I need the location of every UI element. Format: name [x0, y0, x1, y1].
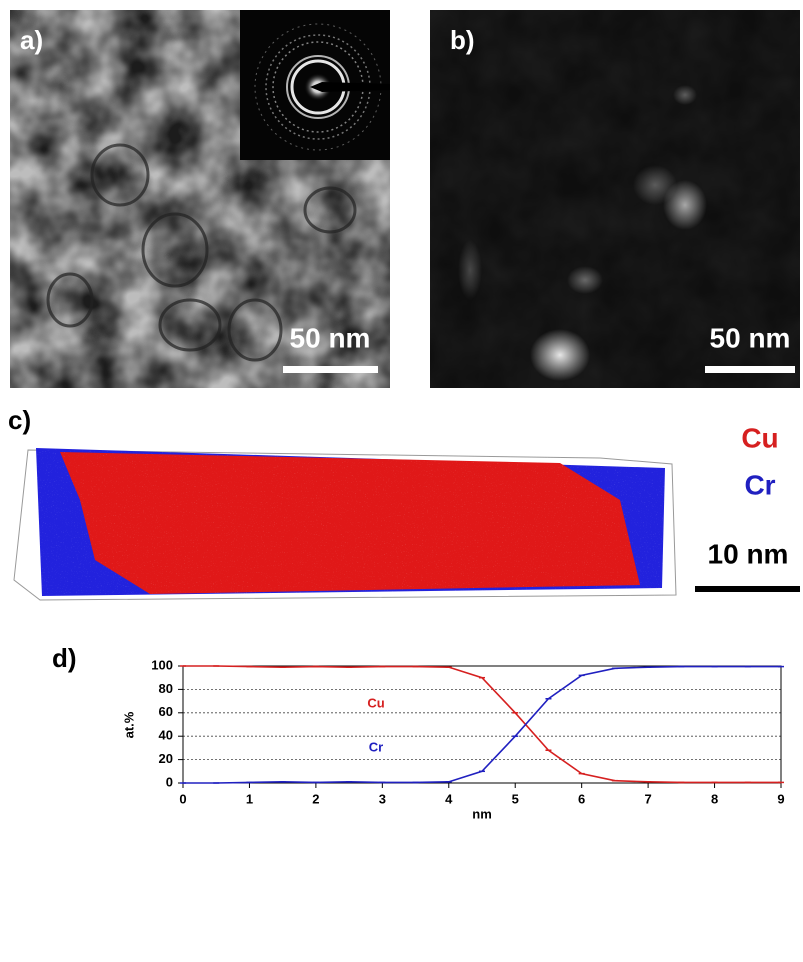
- legend-label: Cu: [741, 422, 778, 453]
- x-tick-label: 9: [777, 791, 784, 806]
- panel-label: c): [8, 405, 31, 435]
- panel-label: d): [52, 643, 77, 673]
- plot-frame: [183, 666, 781, 783]
- diffraction-inset: [240, 10, 390, 160]
- y-tick-label: 60: [159, 704, 173, 719]
- scale-bar: [283, 366, 378, 373]
- figure: a) b) c) d) 50 nm 50 nm Cu Cr 10 nm 0 20 40 60 80 100 0…: [0, 0, 803, 957]
- legend-label: Cr: [744, 469, 775, 500]
- x-tick-label: 1: [246, 791, 253, 806]
- x-tick-label: 4: [445, 791, 453, 806]
- x-tick-label: 8: [711, 791, 718, 806]
- y-tick-label: 40: [159, 728, 173, 743]
- x-tick-label: 7: [644, 791, 651, 806]
- x-tick-label: 3: [379, 791, 386, 806]
- panel-label: a): [20, 25, 43, 55]
- y-tick-label: 80: [159, 681, 173, 696]
- scale-bar: [705, 366, 795, 373]
- panel-label: b): [450, 25, 475, 55]
- scale-bar: [695, 586, 800, 592]
- y-axis-label: at.%: [121, 711, 136, 738]
- scale-bar-label: 50 nm: [290, 322, 371, 353]
- x-tick-label: 5: [512, 791, 519, 806]
- data-line: [183, 666, 781, 782]
- x-tick-label: 6: [578, 791, 585, 806]
- page: a) b) c) d) 50 nm 50 nm Cu Cr 10 nm 0 20 40 60 80 100 0…: [0, 0, 803, 962]
- atom-probe-reconstruction: [14, 448, 676, 600]
- x-tick-label: 2: [312, 791, 319, 806]
- series-label: Cr: [369, 739, 383, 754]
- x-tick-label: 0: [179, 791, 186, 806]
- scale-bar-label: 10 nm: [708, 538, 789, 569]
- scale-bar-label: 50 nm: [710, 322, 791, 353]
- series-label: Cu: [367, 695, 384, 710]
- x-axis-label: nm: [472, 806, 492, 821]
- y-tick-label: 100: [151, 657, 173, 672]
- y-tick-label: 0: [166, 774, 173, 789]
- y-tick-label: 20: [159, 751, 173, 766]
- data-line: [183, 667, 781, 783]
